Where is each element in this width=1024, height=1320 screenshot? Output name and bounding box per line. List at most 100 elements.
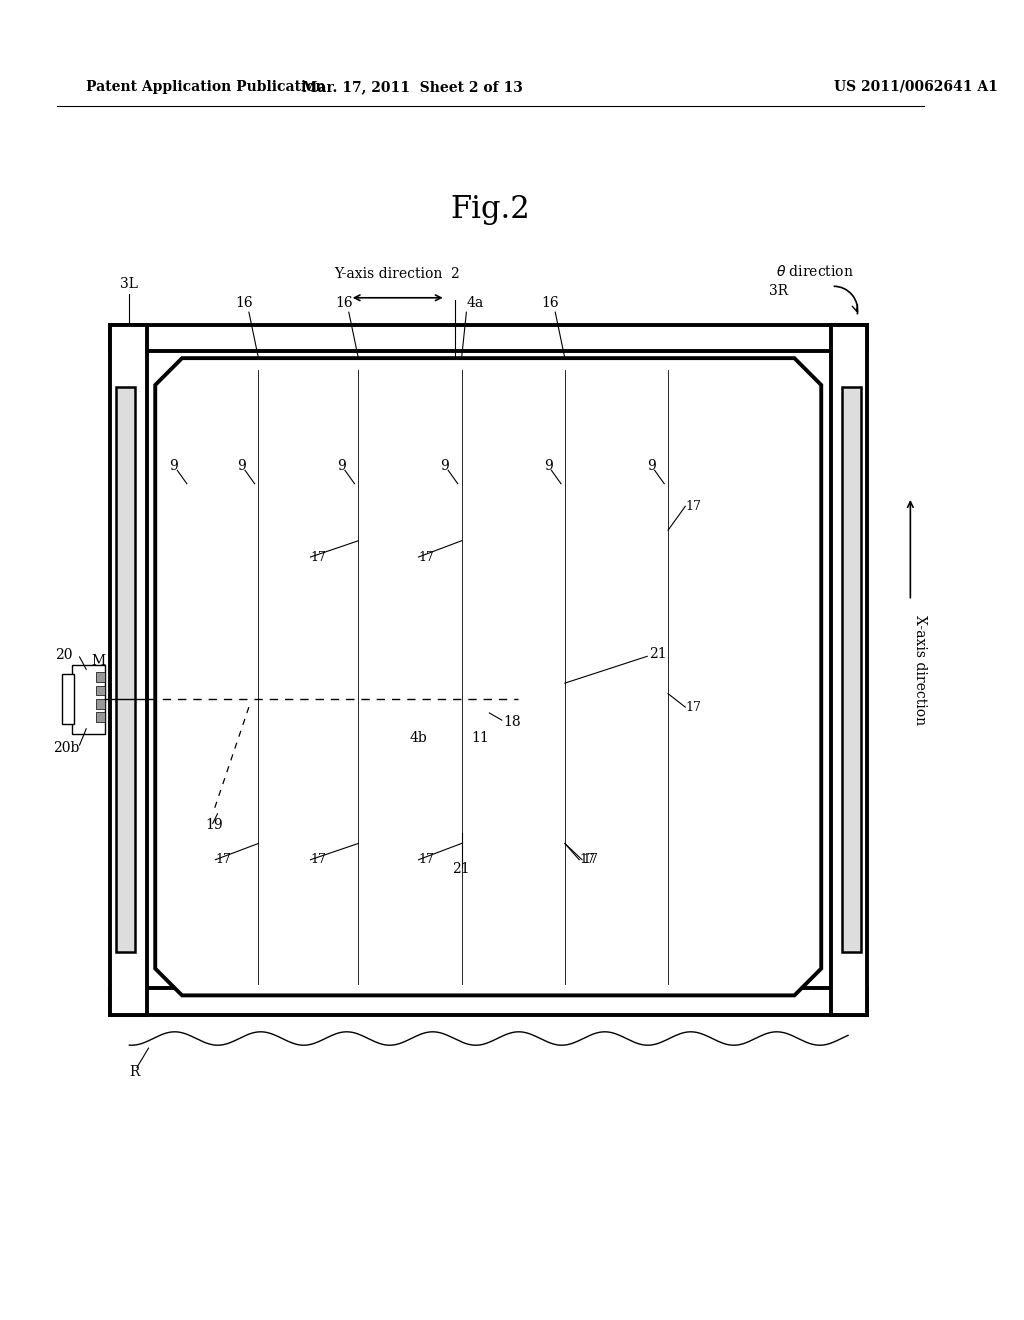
Circle shape bbox=[782, 457, 807, 482]
Circle shape bbox=[348, 673, 369, 694]
Text: 18: 18 bbox=[504, 715, 521, 729]
Circle shape bbox=[657, 520, 679, 541]
Text: Y-axis direction: Y-axis direction bbox=[334, 267, 442, 281]
Polygon shape bbox=[156, 358, 821, 995]
Text: 9: 9 bbox=[544, 459, 553, 474]
Text: 17: 17 bbox=[419, 550, 434, 564]
Bar bbox=[96, 713, 105, 722]
Text: 9: 9 bbox=[440, 459, 450, 474]
Circle shape bbox=[782, 384, 807, 409]
Circle shape bbox=[170, 763, 195, 788]
Text: 20: 20 bbox=[54, 648, 72, 663]
Circle shape bbox=[248, 822, 269, 843]
Text: 9: 9 bbox=[170, 459, 178, 474]
Bar bbox=[662, 939, 675, 958]
Text: 20b: 20b bbox=[52, 741, 79, 755]
Circle shape bbox=[782, 840, 807, 865]
Circle shape bbox=[451, 822, 472, 843]
Bar bbox=[455, 939, 468, 958]
Bar bbox=[111, 325, 867, 351]
Bar bbox=[558, 939, 571, 958]
Circle shape bbox=[346, 956, 371, 981]
Bar bbox=[96, 700, 105, 709]
Circle shape bbox=[655, 372, 681, 397]
Text: Mar. 17, 2011  Sheet 2 of 13: Mar. 17, 2011 Sheet 2 of 13 bbox=[302, 81, 522, 94]
Circle shape bbox=[170, 840, 195, 865]
Bar bbox=[660, 370, 676, 983]
Text: 4b: 4b bbox=[410, 731, 428, 746]
Bar bbox=[350, 370, 366, 983]
Circle shape bbox=[782, 916, 807, 941]
Circle shape bbox=[451, 520, 472, 541]
Text: Fig.2: Fig.2 bbox=[451, 194, 530, 226]
Circle shape bbox=[554, 673, 575, 694]
Bar bbox=[96, 685, 105, 696]
Text: 3R: 3R bbox=[769, 284, 788, 298]
Bar bbox=[116, 387, 135, 953]
Circle shape bbox=[170, 916, 195, 941]
Bar bbox=[111, 325, 146, 1015]
Circle shape bbox=[246, 956, 271, 981]
Bar bbox=[251, 370, 266, 983]
Circle shape bbox=[450, 956, 474, 981]
Circle shape bbox=[657, 673, 679, 694]
Bar bbox=[558, 395, 571, 416]
Text: $\theta$ direction: $\theta$ direction bbox=[776, 264, 854, 280]
Text: 16: 16 bbox=[236, 296, 253, 310]
Circle shape bbox=[552, 956, 578, 981]
Bar bbox=[434, 672, 489, 727]
Bar bbox=[167, 524, 810, 536]
Bar bbox=[351, 939, 366, 958]
Text: 17: 17 bbox=[685, 701, 701, 714]
Bar bbox=[557, 370, 572, 983]
Bar bbox=[454, 370, 469, 983]
Bar bbox=[252, 395, 265, 416]
Circle shape bbox=[248, 673, 269, 694]
Bar bbox=[62, 675, 74, 723]
Text: Patent Application Publication: Patent Application Publication bbox=[86, 81, 326, 94]
Text: 17: 17 bbox=[685, 500, 701, 512]
Text: 19: 19 bbox=[205, 818, 222, 832]
Circle shape bbox=[248, 520, 269, 541]
Text: 9: 9 bbox=[238, 459, 246, 474]
Text: 16: 16 bbox=[335, 296, 353, 310]
Text: 4a: 4a bbox=[466, 296, 483, 310]
Circle shape bbox=[451, 673, 472, 694]
Text: 17: 17 bbox=[419, 853, 434, 866]
Text: M: M bbox=[91, 653, 105, 668]
Bar bbox=[167, 677, 810, 689]
Text: US 2011/0062641 A1: US 2011/0062641 A1 bbox=[834, 81, 997, 94]
Bar bbox=[351, 395, 366, 416]
Text: 17: 17 bbox=[582, 853, 598, 866]
Text: 16: 16 bbox=[542, 296, 559, 310]
Bar bbox=[72, 664, 105, 734]
Circle shape bbox=[554, 520, 575, 541]
Text: 17: 17 bbox=[310, 550, 327, 564]
Circle shape bbox=[170, 457, 195, 482]
Circle shape bbox=[657, 822, 679, 843]
Text: 2: 2 bbox=[451, 267, 459, 281]
Circle shape bbox=[782, 686, 807, 711]
Circle shape bbox=[246, 372, 271, 397]
Bar bbox=[167, 828, 810, 838]
Circle shape bbox=[552, 372, 578, 397]
Bar bbox=[96, 672, 105, 682]
Text: 17: 17 bbox=[310, 853, 327, 866]
Text: 3L: 3L bbox=[121, 277, 138, 292]
Bar bbox=[455, 395, 468, 416]
Bar bbox=[830, 325, 867, 1015]
Text: R: R bbox=[129, 1065, 139, 1078]
Circle shape bbox=[170, 384, 195, 409]
Bar bbox=[252, 939, 265, 958]
Text: 9: 9 bbox=[337, 459, 346, 474]
Text: 9: 9 bbox=[647, 459, 655, 474]
Text: 17: 17 bbox=[580, 853, 595, 866]
Circle shape bbox=[170, 686, 195, 711]
Circle shape bbox=[438, 676, 484, 722]
Circle shape bbox=[346, 372, 371, 397]
Text: 21: 21 bbox=[452, 862, 470, 876]
Bar bbox=[843, 387, 861, 953]
Circle shape bbox=[782, 533, 807, 558]
Circle shape bbox=[170, 610, 195, 635]
Bar bbox=[662, 395, 675, 416]
